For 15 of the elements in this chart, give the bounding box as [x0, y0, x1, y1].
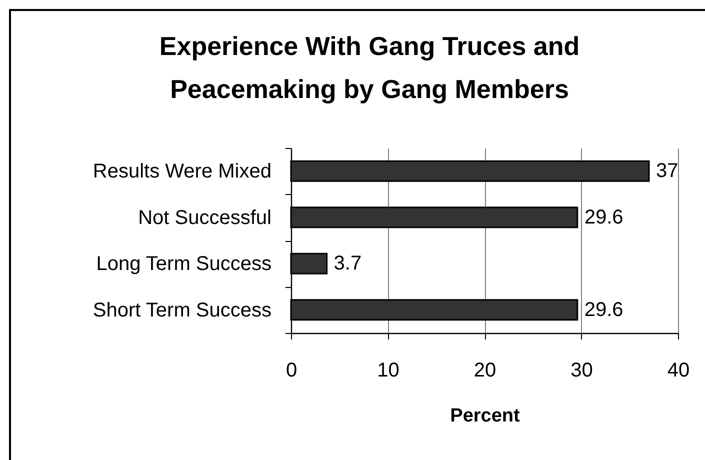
x-axis-title: Percent [450, 406, 521, 426]
y-tick-label: Results Were Mixed [92, 160, 272, 183]
x-tick-label: 10 [377, 360, 400, 382]
x-tick-label: 0 [286, 360, 298, 382]
y-tick-label: Not Successful [138, 206, 272, 229]
y-tick-label: Short Term Success [92, 299, 272, 322]
chart-title: Experience With Gang Truces and Peacemaking by Gang Members [159, 31, 580, 104]
x-tick-label: 20 [474, 360, 496, 382]
data-label: 29.6 [584, 206, 624, 228]
data-label: 3.7 [334, 252, 362, 275]
x-tick-label: 40 [667, 360, 690, 382]
data-label: 29.6 [584, 298, 624, 321]
y-tick-label: Long Term Success [96, 253, 272, 276]
x-tick-label: 30 [570, 360, 593, 382]
data-label: 37 [656, 160, 678, 182]
